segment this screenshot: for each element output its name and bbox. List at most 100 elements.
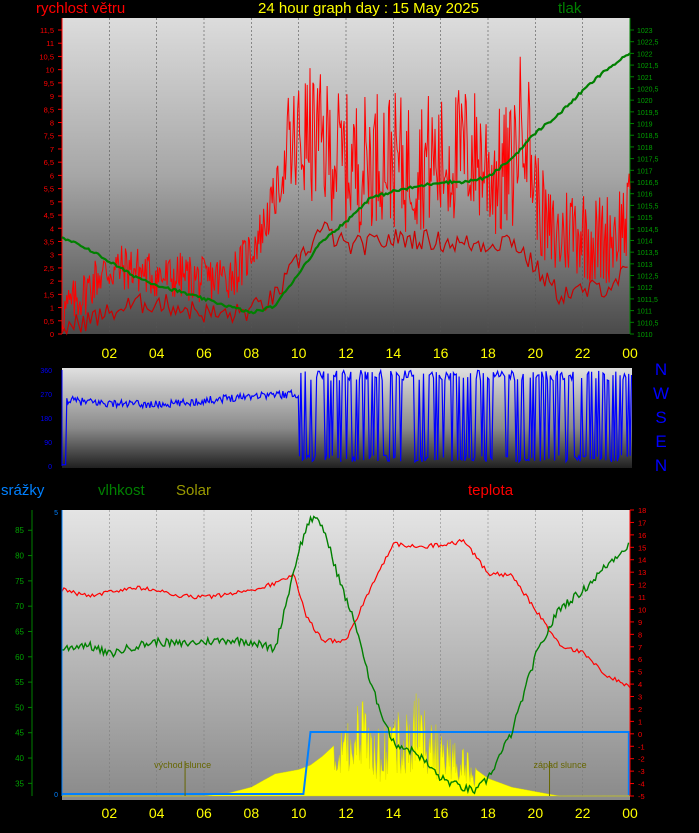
temp-tick-label: -2 — [638, 755, 645, 764]
sunset-label: západ slunce — [534, 760, 587, 770]
pressure-tick-label: 1010,5 — [637, 320, 659, 327]
humidity-tick-label: 80 — [15, 552, 24, 561]
hour-tick-label: 18 — [480, 805, 496, 821]
pressure-tick-label: 1015 — [637, 215, 653, 222]
wind-tick-label: 8 — [50, 119, 54, 128]
temp-tick-label: 4 — [638, 680, 642, 689]
pressure-series — [61, 52, 631, 315]
temp-tick-label: -3 — [638, 767, 645, 776]
pressure-tick-label: 1011,5 — [637, 297, 658, 304]
humidity-tick-label: 85 — [15, 526, 24, 535]
pressure-tick-label: 1019,5 — [637, 110, 659, 117]
wind-tick-label: 9 — [50, 92, 54, 101]
precip-series — [62, 730, 630, 795]
temp-tick-label: 15 — [638, 543, 646, 552]
direction-tick-label: 180 — [40, 416, 52, 423]
pressure-tick-label: 1011 — [637, 309, 652, 316]
wind-pressure-chart: 00,511,522,533,544,555,566,577,588,599,5… — [39, 18, 659, 361]
hour-tick-label: 04 — [149, 805, 165, 821]
temperature-series — [61, 538, 631, 689]
temp-tick-label: 6 — [638, 655, 642, 664]
temp-tick-label: 11 — [638, 593, 646, 602]
compass-letters: N W S E N — [651, 358, 671, 478]
precip-tick-label: 0 — [54, 792, 58, 799]
pressure-tick-label: 1016,5 — [637, 180, 659, 187]
hour-tick-label: 22 — [575, 805, 591, 821]
temp-tick-label: 2 — [638, 705, 642, 714]
wind-tick-label: 5,5 — [44, 185, 54, 194]
hour-tick-label: 18 — [480, 345, 496, 361]
wind-tick-label: 2,5 — [44, 264, 54, 273]
compass-s: S — [655, 408, 667, 427]
temp-tick-label: 5 — [638, 668, 642, 677]
wind-tick-label: 9,5 — [44, 79, 54, 88]
pressure-tick-label: 1022,5 — [637, 40, 659, 47]
humidity-tick-label: 55 — [15, 678, 24, 687]
pressure-tick-label: 1019 — [637, 122, 653, 129]
pressure-tick-label: 1012 — [637, 285, 653, 292]
wind-tick-label: 8,5 — [44, 105, 54, 114]
temp-tick-label: 12 — [638, 581, 646, 590]
solar-series — [62, 693, 630, 797]
pressure-tick-label: 1021,5 — [637, 63, 659, 70]
humidity-series — [61, 514, 630, 795]
hour-tick-label: 00 — [622, 345, 638, 361]
temp-tick-label: 8 — [638, 630, 642, 639]
wind-tick-label: 4 — [50, 224, 54, 233]
wind-tick-label: 4,5 — [44, 211, 54, 220]
pressure-tick-label: 1020 — [637, 98, 653, 105]
sunrise-label: východ slunce — [154, 760, 211, 770]
humidity-tick-label: 40 — [15, 754, 24, 763]
humidity-tick-label: 70 — [15, 602, 24, 611]
pressure-tick-label: 1018 — [637, 145, 653, 152]
humidity-tick-label: 65 — [15, 627, 24, 636]
wind-tick-label: 0 — [50, 330, 54, 339]
wind-tick-label: 11 — [46, 39, 54, 48]
hour-tick-label: 20 — [528, 805, 544, 821]
wind-tick-label: 6,5 — [44, 158, 54, 167]
wind-tick-label: 5 — [50, 198, 54, 207]
humidity-tick-label: 60 — [15, 653, 24, 662]
wind-tick-label: 6 — [50, 171, 54, 180]
wind-tick-label: 1,5 — [44, 290, 54, 299]
humidity-tick-label: 45 — [15, 729, 24, 738]
compass-n-bottom: N — [654, 456, 668, 475]
wind-tick-label: 7,5 — [44, 132, 54, 141]
temp-tick-label: 10 — [638, 605, 646, 614]
precip-label: srážky — [1, 482, 45, 499]
pressure-tick-label: 1021 — [637, 75, 653, 82]
wind-direction-chart: 0 90 180 270 360 — [40, 368, 633, 471]
pressure-label: tlak — [558, 0, 582, 17]
hour-tick-label: 12 — [338, 345, 354, 361]
direction-tick-label: 360 — [40, 368, 52, 375]
hour-tick-label: 10 — [291, 805, 307, 821]
hour-tick-label: 08 — [244, 805, 260, 821]
temp-tick-label: 16 — [638, 531, 646, 540]
hour-tick-label: 10 — [291, 345, 307, 361]
humidity-tick-label: 50 — [15, 703, 24, 712]
wind-tick-label: 11,5 — [40, 26, 54, 35]
hour-tick-label: 04 — [149, 345, 165, 361]
wind-tick-label: 0,5 — [44, 317, 54, 326]
humidity-tick-label: 75 — [15, 577, 24, 586]
hour-tick-label: 16 — [433, 345, 449, 361]
pressure-tick-label: 1014,5 — [637, 227, 659, 234]
temp-tick-label: 14 — [638, 556, 646, 565]
wind-tick-label: 3,5 — [44, 237, 54, 246]
wind-gust-series — [61, 56, 631, 330]
pressure-tick-label: 1013 — [637, 262, 653, 269]
temp-tick-label: 9 — [638, 618, 642, 627]
hour-tick-label: 16 — [433, 805, 449, 821]
temp-tick-label: 7 — [638, 643, 642, 652]
humidity-label: vlhkost — [98, 482, 145, 499]
temp-tick-label: 0 — [638, 730, 642, 739]
hour-tick-label: 12 — [338, 805, 354, 821]
pressure-tick-label: 1020,5 — [637, 86, 659, 93]
wind-average-series — [61, 221, 628, 336]
wind-tick-label: 10 — [46, 66, 54, 75]
hour-tick-label: 02 — [102, 805, 118, 821]
temp-tick-label: -4 — [638, 780, 645, 789]
pressure-tick-label: 1017 — [637, 168, 653, 175]
solar-label: Solar — [176, 482, 212, 499]
